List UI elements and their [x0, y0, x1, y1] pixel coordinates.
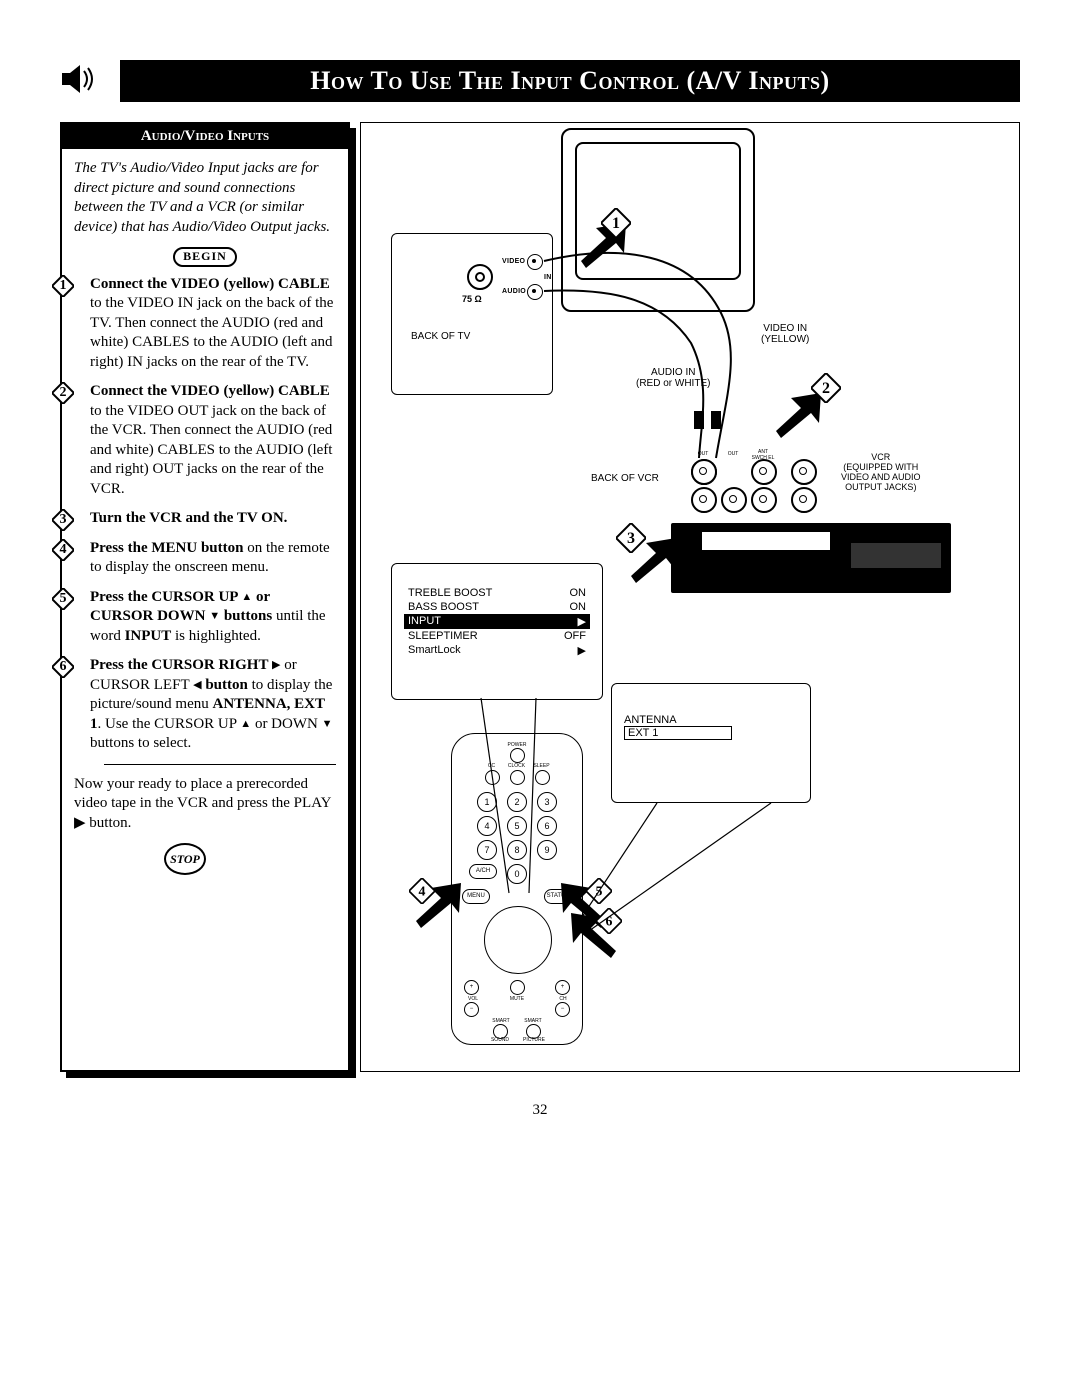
page-title: How To Use The Input Control (A/V Inputs… — [120, 60, 1020, 102]
step-2: 2 Connect the VIDEO (yellow) CABLE to th… — [74, 382, 336, 499]
step-6: 6 Press the CURSOR RIGHT ▶ or CURSOR LEF… — [74, 656, 336, 754]
step-5: 5 Press the CURSOR UP ▲ or CURSOR DOWN ▼… — [74, 588, 336, 647]
closing-text: Now your ready to place a prerecorded vi… — [74, 775, 336, 834]
step-4: 4 Press the MENU button on the remote to… — [74, 539, 336, 578]
instructions-panel: Audio/Video Inputs The TV's Audio/Video … — [60, 122, 350, 1072]
section-header: Audio/Video Inputs — [62, 124, 348, 149]
intro-text: The TV's Audio/Video Input jacks are for… — [74, 159, 336, 237]
step-3: 3 Turn the VCR and the TV ON. — [74, 509, 336, 529]
begin-badge: BEGIN — [173, 247, 237, 267]
leader-lines — [361, 123, 1011, 1073]
page-number: 32 — [60, 1102, 1020, 1119]
diagram-panel: 75 Ω VIDEO AUDIO IN BACK OF TV — [360, 122, 1020, 1072]
speaker-icon — [60, 63, 100, 95]
stop-badge: STOP — [164, 843, 206, 875]
step-1: 1 Connect the VIDEO (yellow) CABLE to th… — [74, 275, 336, 373]
